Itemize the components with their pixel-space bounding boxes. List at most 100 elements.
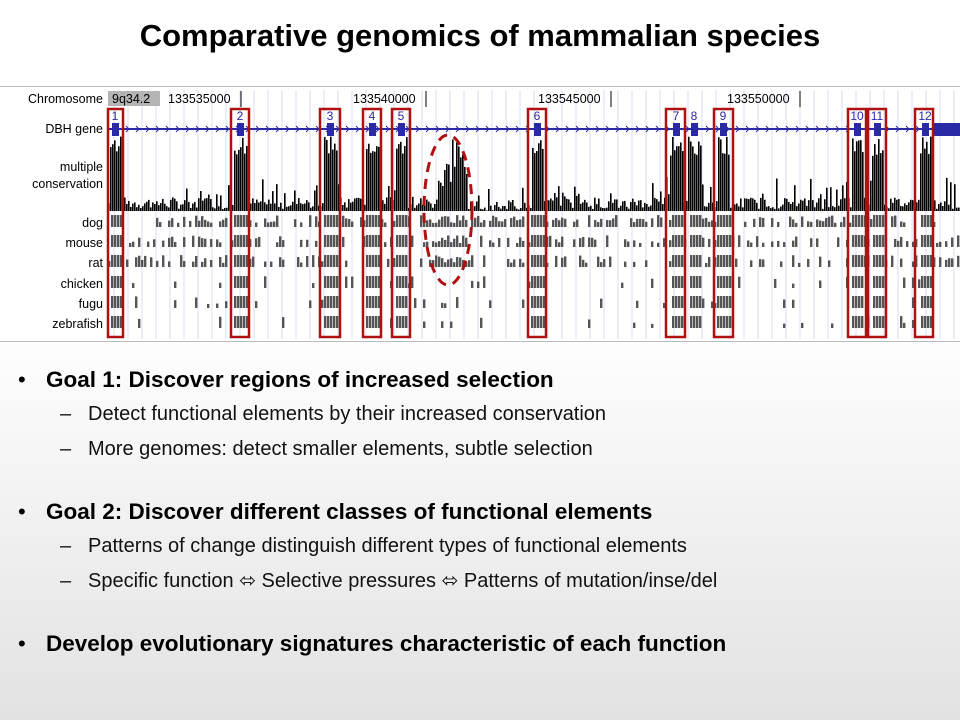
- species-alignment-bar: [534, 316, 537, 328]
- conservation-bar: [586, 202, 588, 211]
- species-alignment-bar: [183, 216, 186, 227]
- conservation-bar: [262, 179, 264, 211]
- species-alignment-bar: [708, 257, 711, 267]
- conservation-bar: [492, 210, 494, 211]
- conservation-bar: [850, 207, 852, 211]
- gene-arrow: [635, 125, 640, 133]
- sub-text: Detect functional elements by their incr…: [88, 403, 607, 425]
- exon-block: [691, 123, 698, 136]
- species-alignment-bar: [459, 220, 462, 227]
- species-alignment-bar: [579, 238, 582, 247]
- species-alignment-bar: [828, 216, 831, 227]
- conservation-bar: [252, 198, 254, 211]
- conservation-bar: [504, 206, 506, 211]
- conservation-bar: [920, 153, 922, 211]
- conservation-bar: [640, 200, 642, 211]
- conservation-bar: [596, 204, 598, 211]
- species-alignment-bar: [537, 215, 540, 227]
- conservation-bar: [140, 208, 142, 211]
- species-alignment-bar: [435, 222, 438, 227]
- conservation-bar: [206, 198, 208, 211]
- species-alignment-bar: [672, 235, 675, 247]
- species-alignment-bar: [489, 220, 492, 227]
- conservation-bar: [218, 206, 220, 211]
- conservation-bar: [858, 140, 860, 211]
- species-alignment-bar: [327, 255, 330, 267]
- conservation-bar: [582, 202, 584, 211]
- species-alignment-bar: [675, 215, 678, 227]
- conservation-bar: [708, 202, 710, 211]
- species-alignment-bar: [336, 235, 339, 247]
- conservation-bar: [364, 204, 366, 211]
- species-alignment-bar: [138, 255, 141, 267]
- conservation-bar: [286, 206, 288, 211]
- species-alignment-bar: [879, 235, 882, 247]
- conservation-bar: [772, 207, 774, 211]
- species-alignment-bar: [468, 260, 471, 267]
- species-alignment-bar: [366, 276, 369, 288]
- species-alignment-bar: [792, 283, 795, 288]
- conservation-bar: [202, 200, 204, 211]
- species-alignment-bar: [447, 259, 450, 267]
- species-alignment-bar: [453, 262, 456, 267]
- gene-arrow: [175, 125, 180, 133]
- conservation-bar: [918, 199, 920, 211]
- conservation-bar: [824, 199, 826, 211]
- species-alignment-bar: [324, 276, 327, 288]
- conservation-bar: [426, 199, 428, 211]
- species-alignment-bar: [483, 255, 486, 267]
- species-alignment-bar: [882, 215, 885, 227]
- coordinate-label: 133545000: [538, 92, 601, 106]
- gene-arrow: [165, 125, 170, 133]
- species-alignment-bar: [558, 242, 561, 247]
- conservation-bar: [796, 206, 798, 211]
- species-alignment-bar: [450, 242, 453, 247]
- conservation-bar: [934, 200, 936, 211]
- sub-dash: –: [60, 438, 72, 460]
- species-alignment-bar: [372, 255, 375, 267]
- conservation-bar: [486, 210, 488, 211]
- conservation-bar: [788, 201, 790, 211]
- species-alignment-bar: [423, 242, 426, 247]
- species-alignment-bar: [117, 276, 120, 288]
- species-alignment-bar: [402, 316, 405, 328]
- conservation-bar: [948, 204, 950, 211]
- conservation-bar: [882, 150, 884, 211]
- gene-arrow: [765, 125, 770, 133]
- conservation-bar: [288, 206, 290, 211]
- species-alignment-bar: [234, 276, 237, 288]
- conservation-bar: [480, 208, 482, 211]
- conservation-bar: [958, 207, 960, 211]
- conservation-bar: [250, 203, 252, 211]
- species-alignment-bar: [558, 220, 561, 227]
- exon-block: [369, 123, 376, 136]
- conservation-bar: [704, 206, 706, 211]
- conservation-bar: [834, 207, 836, 211]
- sub-text: Specific function ⬄ Selective pressures …: [88, 570, 718, 592]
- species-alignment-bar: [333, 215, 336, 227]
- conservation-bar: [590, 205, 592, 211]
- conservation-bar: [358, 197, 360, 211]
- species-alignment-bar: [237, 316, 240, 328]
- conservation-bar: [270, 203, 272, 211]
- conservation-bar: [698, 141, 700, 211]
- species-alignment-bar: [243, 316, 246, 328]
- species-alignment-bar: [795, 222, 798, 227]
- species-alignment-bar: [402, 215, 405, 227]
- conservation-bar: [928, 153, 930, 211]
- conservation-bar: [278, 206, 280, 211]
- species-alignment-bar: [924, 316, 927, 328]
- conservation-bar: [154, 204, 156, 211]
- gene-arrow: [655, 125, 660, 133]
- conservation-bar: [116, 151, 118, 211]
- species-alignment-bar: [444, 262, 447, 267]
- species-alignment-bar: [726, 316, 729, 328]
- species-alignment-bar: [855, 316, 858, 328]
- species-alignment-bar: [117, 255, 120, 267]
- conservation-bar: [794, 185, 796, 211]
- conservation-bar: [204, 198, 206, 211]
- conservation-bar: [414, 207, 416, 211]
- species-alignment-bar: [441, 302, 444, 308]
- species-alignment-bar: [327, 276, 330, 288]
- species-alignment-bar: [405, 276, 408, 288]
